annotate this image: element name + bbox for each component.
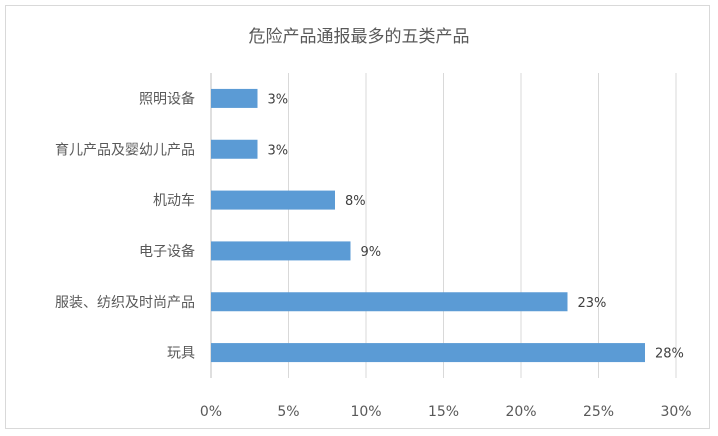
- category-label: 照明设备: [139, 90, 195, 107]
- x-tick-label: 25%: [583, 404, 614, 420]
- category-label: 玩具: [167, 346, 195, 362]
- x-tick-label: 0%: [200, 404, 222, 420]
- bar: [211, 139, 258, 159]
- data-label: 8%: [345, 194, 366, 209]
- bar: [211, 292, 568, 312]
- bar: [211, 343, 645, 363]
- data-label: 9%: [361, 245, 382, 260]
- data-label: 28%: [655, 347, 684, 362]
- data-label: 3%: [268, 143, 289, 158]
- category-label: 电子设备: [139, 243, 195, 260]
- category-label: 育儿产品及婴幼儿产品: [55, 142, 195, 158]
- chart-title: 危险产品通报最多的五类产品: [248, 27, 470, 47]
- x-tick-label: 10%: [350, 404, 381, 420]
- x-tick-label: 20%: [505, 404, 536, 420]
- x-tick-label: 30%: [660, 404, 691, 420]
- category-label: 服装、纺织及时尚产品: [55, 295, 195, 311]
- bar: [211, 88, 258, 108]
- bar: [211, 190, 335, 210]
- x-tick-label: 15%: [428, 404, 459, 420]
- bar: [211, 241, 351, 261]
- data-label: 3%: [268, 92, 289, 107]
- category-label: 机动车: [153, 192, 195, 209]
- data-label: 23%: [578, 296, 607, 311]
- x-tick-label: 5%: [277, 404, 299, 420]
